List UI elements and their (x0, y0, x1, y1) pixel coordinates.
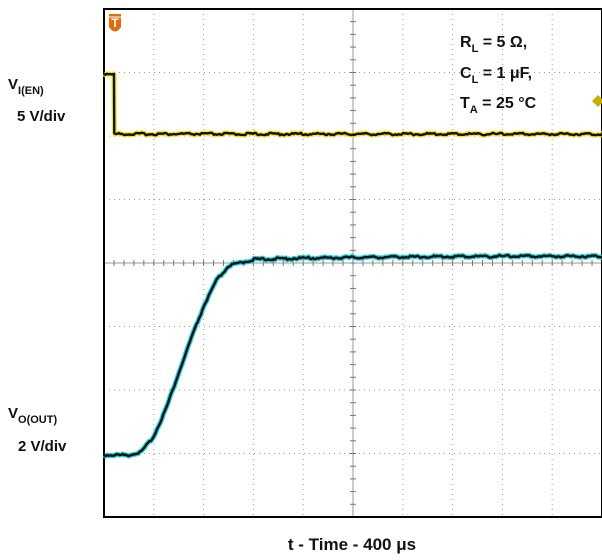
ch2-scale: 2 V/div (18, 438, 67, 455)
level-marker (592, 95, 602, 107)
condition-ta: TA = 25 °C (460, 95, 537, 116)
condition-rl: RL = 5 Ω, (460, 34, 527, 55)
grid (103, 8, 602, 518)
traces (102, 71, 602, 459)
x-axis-label: t - Time - 400 μs (288, 535, 416, 554)
ch2-name: VO(OUT) (8, 405, 57, 426)
ch1-scale: 5 V/div (17, 108, 66, 125)
trigger-marker-shape (109, 14, 121, 32)
markers: T (109, 14, 602, 107)
ch1-name: VI(EN) (8, 76, 44, 97)
series-2-trace (103, 253, 602, 458)
condition-cl: CL = 1 μF, (460, 65, 532, 86)
series-1-trace (103, 72, 602, 137)
trigger-marker-label: T (111, 16, 119, 30)
conditions-annotation: RL = 5 Ω, CL = 1 μF, TA = 25 °C (460, 34, 537, 116)
trigger-marker: T (109, 14, 121, 32)
plot-frame (103, 8, 602, 518)
